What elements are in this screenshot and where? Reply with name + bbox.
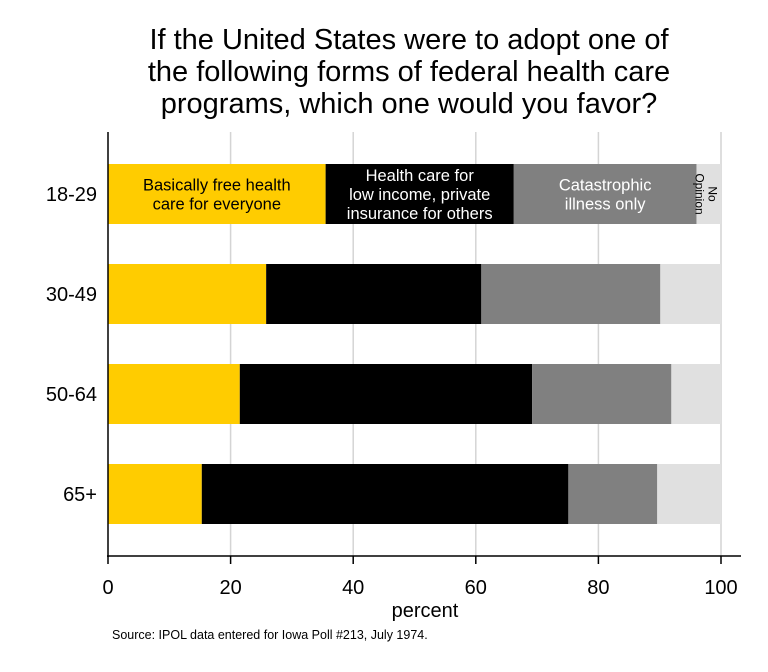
bar-18-29-series-0 xyxy=(108,164,326,224)
bar-50-64-series-3 xyxy=(671,364,721,424)
x-tick-label-0: 0 xyxy=(102,577,113,599)
bar-65+-series-2 xyxy=(568,464,658,524)
bar-30-49-series-2 xyxy=(481,264,661,324)
bar-30-49-series-3 xyxy=(660,264,721,324)
bar-30-49-series-1 xyxy=(266,264,482,324)
chart-title: If the United States were to adopt one o… xyxy=(0,24,768,120)
bar-18-29-series-2 xyxy=(513,164,697,224)
chart-title-line-3: programs, which one would you favor? xyxy=(160,88,658,120)
x-tick-label-80: 80 xyxy=(587,577,609,599)
bar-65+-series-0 xyxy=(108,464,202,524)
x-tick-label-20: 20 xyxy=(219,577,241,599)
x-tick-label-100: 100 xyxy=(704,577,737,599)
segment-label-series-2: Catastrophic illness only xyxy=(559,177,652,214)
x-tick-label-40: 40 xyxy=(342,577,364,599)
x-axis-title: percent xyxy=(392,600,459,622)
segment-label-series-1: Health care for low income, private insura… xyxy=(347,167,493,223)
bar-50-64-series-0 xyxy=(108,364,240,424)
segment-label-series-0: Basically free health care for everyone xyxy=(143,177,291,214)
bar-65+-series-3 xyxy=(657,464,721,524)
bar-50-64-series-1 xyxy=(239,364,533,424)
source-note: Source: IPOL data entered for Iowa Poll … xyxy=(112,628,428,642)
x-tick-label-60: 60 xyxy=(465,577,487,599)
chart-title-line-2: the following forms of federal health ca… xyxy=(147,56,671,88)
bar-65+-series-1 xyxy=(201,464,569,524)
bar-18-29-series-1 xyxy=(325,164,514,224)
bar-30-49-series-0 xyxy=(108,264,267,324)
chart-title-line-1: If the United States were to adopt one o… xyxy=(149,24,669,56)
bar-50-64-series-2 xyxy=(532,364,672,424)
y-tick-label-18-29: 18-29 xyxy=(46,184,97,206)
bar-18-29-series-3 xyxy=(696,164,721,224)
y-tick-label-65+: 65+ xyxy=(63,484,97,506)
segment-label-series-3: NoOpinion xyxy=(693,173,720,214)
y-tick-label-50-64: 50-64 xyxy=(46,384,97,406)
y-tick-label-30-49: 30-49 xyxy=(46,284,97,306)
